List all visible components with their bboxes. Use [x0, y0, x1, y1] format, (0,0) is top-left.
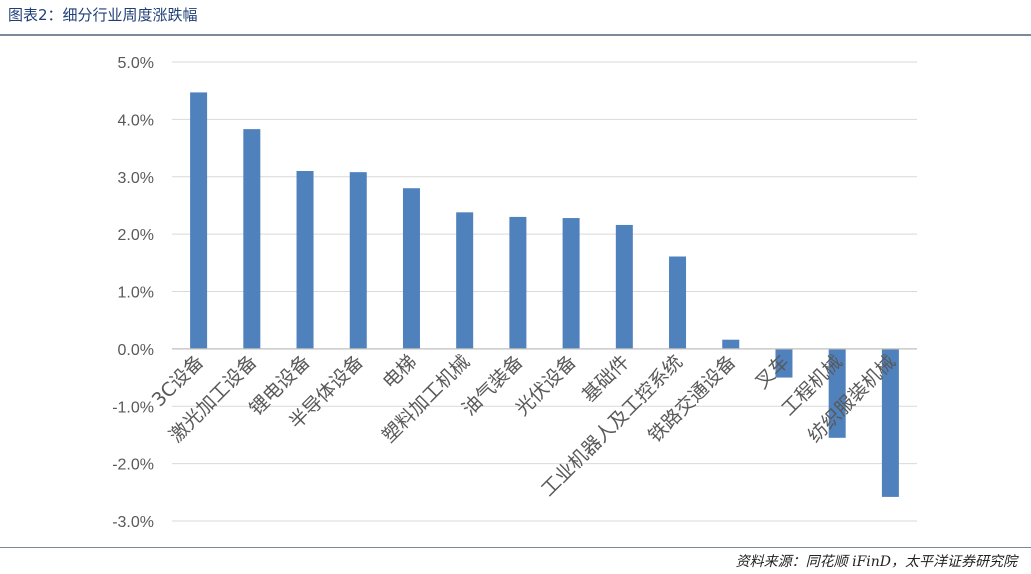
- y-tick-label: 3.0%: [118, 170, 154, 187]
- y-tick-label: 2.0%: [118, 227, 154, 244]
- figure-title: 图表2：细分行业周度涨跌幅: [8, 6, 198, 24]
- bars: [190, 92, 899, 497]
- bar: [349, 172, 367, 349]
- top-rule: [0, 34, 1031, 36]
- y-axis-tick-labels: 5.0% 4.0% 3.0% 2.0% 1.0% 0.0% -1.0% -2.0% -3.0%: [112, 55, 154, 531]
- bar: [456, 212, 474, 349]
- y-tick-label: 4.0%: [118, 112, 154, 129]
- category-label: 电梯: [379, 351, 421, 393]
- bar: [722, 339, 740, 349]
- bar: [509, 216, 527, 349]
- bar: [669, 256, 687, 349]
- y-tick-label: -3.0%: [112, 514, 154, 531]
- bottom-rule: [0, 547, 1031, 548]
- y-tick-label: -2.0%: [112, 457, 154, 474]
- bar: [243, 129, 261, 349]
- y-tick-label: -1.0%: [112, 399, 154, 416]
- bar: [402, 188, 420, 349]
- y-tick-label: 5.0%: [118, 55, 154, 72]
- source-note: 资料来源：同花顺 iFinD，太平洋证券研究院: [735, 554, 1017, 570]
- bar: [775, 348, 793, 378]
- y-tick-label: 0.0%: [118, 342, 154, 359]
- bar: [828, 348, 846, 438]
- y-tick-label: 1.0%: [118, 285, 154, 302]
- bar: [296, 171, 314, 349]
- bar: [881, 348, 899, 497]
- bar: [615, 224, 633, 349]
- gridlines: [172, 61, 917, 522]
- bar: [190, 92, 208, 349]
- bar: [562, 218, 580, 349]
